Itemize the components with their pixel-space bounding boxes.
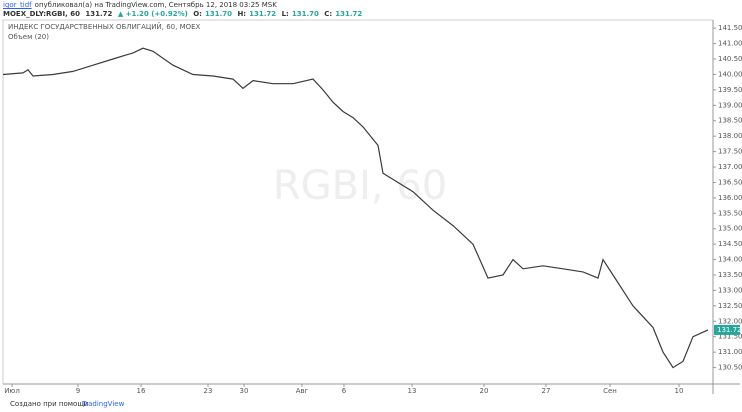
y-tick-label: 130.50 — [718, 364, 742, 372]
y-tick-label: 132.00 — [718, 317, 742, 325]
l-value: 131.70 — [291, 10, 319, 18]
x-tick-label: 10 — [675, 387, 684, 395]
symbol: MOEX_DLY:RGBI, 60 — [3, 10, 80, 18]
y-tick-label: 135.50 — [718, 209, 742, 217]
price-line — [2, 47, 709, 369]
o-value: 131.70 — [204, 10, 232, 18]
x-tick-label: 27 — [542, 387, 551, 395]
l-label: L: — [281, 10, 289, 18]
price: 131.72 — [85, 10, 113, 18]
y-tick-label: 140.00 — [718, 70, 742, 78]
y-tick-label: 134.50 — [718, 240, 742, 248]
watermark: RGBI, 60 — [273, 163, 447, 209]
c-value: 131.72 — [335, 10, 363, 18]
y-tick-label: 139.00 — [718, 101, 742, 109]
y-tick-label: 131.50 — [718, 333, 742, 341]
y-tick-label: 139.50 — [718, 86, 742, 94]
y-tick-label: 133.50 — [718, 271, 742, 279]
y-tick-label: 136.50 — [718, 178, 742, 186]
x-tick-label: 9 — [76, 387, 80, 395]
y-tick-label: 134.00 — [718, 256, 742, 264]
publish-line: igor_tidf опубликовал(а) на TradingView.c… — [3, 1, 280, 9]
h-label: H: — [237, 10, 247, 18]
x-tick-label: Июл — [4, 387, 20, 395]
y-tick-label: 140.50 — [718, 55, 742, 63]
x-tick-label: 6 — [342, 387, 347, 395]
change: ▲ +1.20 (+0.92%) — [117, 10, 188, 18]
y-tick-label: 141.00 — [718, 40, 742, 48]
volume-label: Объем (20) — [8, 33, 49, 41]
x-tick-label: 30 — [240, 387, 249, 395]
y-tick-label: 136.00 — [718, 194, 742, 202]
x-tick-label: Сен — [603, 387, 617, 395]
x-tick-label: Авг — [296, 387, 309, 395]
y-tick-label: 131.00 — [718, 348, 742, 356]
chart-title: ИНДЕКС ГОСУДАРСТВЕННЫХ ОБЛИГАЦИЙ, 60, MO… — [8, 22, 201, 31]
o-label: O: — [193, 10, 202, 18]
x-tick-label: 16 — [137, 387, 146, 395]
last-price-box — [714, 324, 740, 335]
x-tick-label: 23 — [204, 387, 213, 395]
y-tick-label: 137.50 — [718, 148, 742, 156]
y-tick-label: 141.50 — [718, 24, 742, 32]
symbol-line: MOEX_DLY:RGBI, 60 131.72 ▲ +1.20 (+0.92%… — [3, 10, 365, 18]
c-label: C: — [324, 10, 333, 18]
h-value: 131.72 — [249, 10, 277, 18]
published-text: опубликовал(а) на TradingView.com, Сентя… — [34, 1, 277, 9]
y-tick-label: 132.50 — [718, 302, 742, 310]
y-tick-label: 135.00 — [718, 225, 742, 233]
x-tick-label: 20 — [480, 387, 489, 395]
y-tick-label: 138.00 — [718, 132, 742, 140]
footer-text: Создано при помощи — [10, 400, 88, 408]
last-price-label: 131.72 — [717, 326, 742, 334]
x-tick-label: 13 — [408, 387, 417, 395]
y-tick-label: 137.00 — [718, 163, 742, 171]
user-link[interactable]: igor_tidf — [3, 1, 32, 9]
y-tick-label: 138.50 — [718, 117, 742, 125]
footer-brand[interactable]: TradingView — [81, 400, 125, 408]
y-tick-label: 133.00 — [718, 286, 742, 294]
